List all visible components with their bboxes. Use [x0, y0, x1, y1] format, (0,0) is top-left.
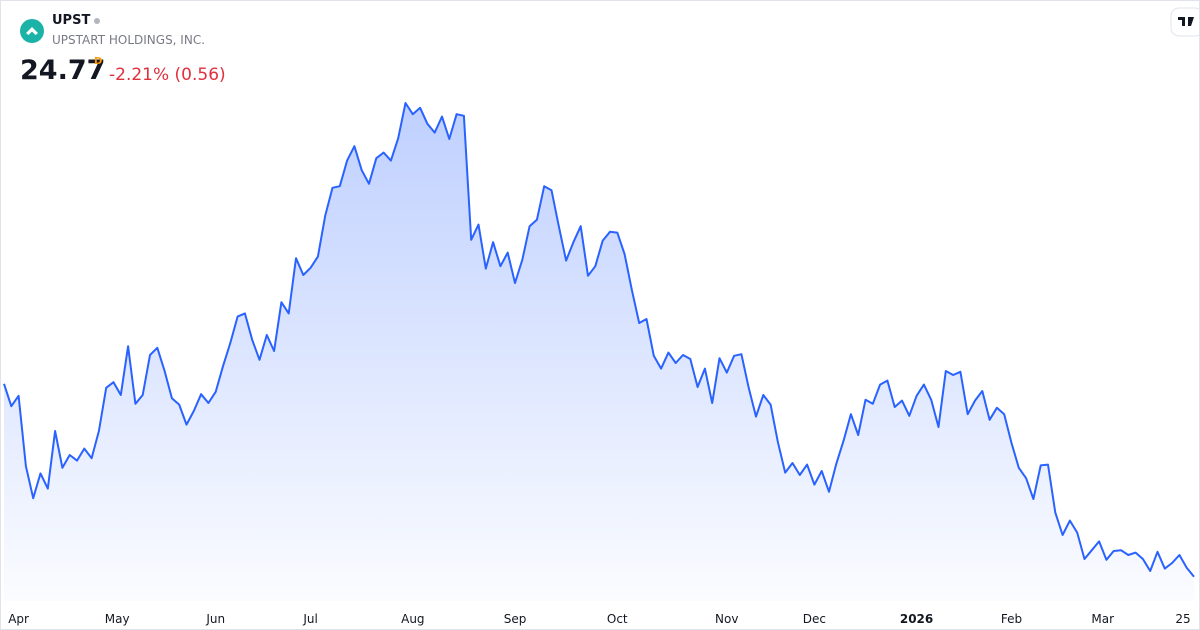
x-tick-label: Mar	[1091, 612, 1114, 626]
price-line	[3, 102, 1195, 578]
x-tick-label: Dec	[803, 612, 826, 626]
company: UPSTART HOLDINGS, INC.	[52, 33, 206, 47]
x-tick-label: Apr	[8, 612, 29, 626]
x-tick-label: Jun	[205, 612, 225, 626]
symbol[interactable]: UPST	[52, 13, 101, 28]
x-tick-label: 2026	[900, 612, 933, 626]
symbol-text[interactable]: UPST	[52, 13, 91, 28]
x-tick-label: Feb	[1001, 612, 1022, 626]
x-tick-label: May	[105, 612, 130, 626]
x-tick-label: Nov	[715, 612, 738, 626]
logo	[20, 19, 44, 43]
x-tick-label: Sep	[504, 612, 527, 626]
area-fill	[4, 103, 1194, 601]
status-dot	[94, 17, 101, 24]
change: -2.21% (0.56)	[109, 65, 226, 85]
x-tick-label: Aug	[401, 612, 424, 626]
tv-logo[interactable]	[1170, 7, 1199, 37]
interval: D	[94, 56, 103, 67]
x-tick-label: Oct	[607, 612, 628, 626]
price: 24.77	[20, 55, 106, 86]
x-tick-label: 25	[1175, 612, 1190, 626]
x-tick-label: Jul	[302, 612, 317, 626]
